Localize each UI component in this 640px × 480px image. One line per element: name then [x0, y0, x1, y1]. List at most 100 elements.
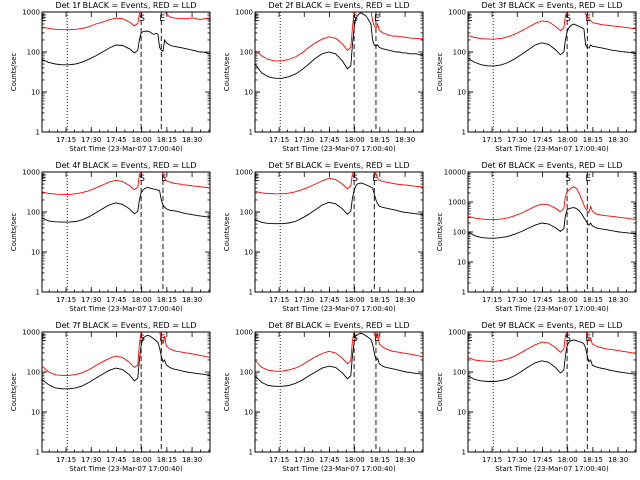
y-axis-label: Counts/sec	[10, 53, 18, 92]
y-tick-label: 10	[244, 89, 253, 97]
panel-det-6: Det 6f BLACK = Events, RED = LLD 1 10 100 10…	[436, 161, 637, 313]
x-tick-label: 18:15	[583, 136, 603, 144]
x-tick-label: 17:45	[319, 296, 339, 304]
y-tick-label: 1	[249, 449, 253, 457]
y-tick-label: 1000	[235, 329, 253, 337]
x-tick-label: 17:15	[269, 456, 289, 464]
x-tick-label: 18:15	[583, 456, 603, 464]
y-tick-label: 1000	[448, 329, 466, 337]
series-lld-red	[468, 12, 636, 40]
y-tick-label: 10	[244, 249, 253, 257]
y-tick-label: 10	[244, 409, 253, 417]
x-tick-label: 17:15	[482, 456, 502, 464]
y-axis-label: Counts/sec	[436, 53, 444, 92]
x-tick-label: 17:30	[81, 136, 101, 144]
panel-det-9: Det 9f BLACK = Events, RED = LLD 1 10 100 10…	[436, 321, 637, 473]
marker-label: E	[374, 334, 380, 344]
x-tick-label: 17:30	[294, 456, 314, 464]
panel-det-8: Det 8f BLACK = Events, RED = LLD 1 10 100 10…	[223, 321, 424, 473]
panel-title: Det 4f BLACK = Events, RED = LLD	[55, 161, 196, 170]
panel-title: Det 1f BLACK = Events, RED = LLD	[55, 1, 196, 10]
y-tick-label: 100	[240, 49, 253, 57]
x-tick-label: 18:00	[558, 456, 578, 464]
y-axis-label: Counts/sec	[436, 213, 444, 252]
series-events-black	[42, 334, 210, 390]
series-lld-red	[42, 332, 210, 376]
marker-label: E	[254, 174, 260, 184]
y-tick-label: 10	[31, 249, 40, 257]
marker-label: S	[565, 14, 571, 24]
x-tick-label: 17:45	[106, 296, 126, 304]
marker-label: S	[565, 334, 571, 344]
x-tick-label: 17:30	[81, 296, 101, 304]
panel-title: Det 7f BLACK = Events, RED = LLD	[55, 321, 196, 330]
x-tick-label: 18:30	[182, 136, 202, 144]
x-tick-label: 17:15	[269, 296, 289, 304]
marker-label: S	[139, 14, 145, 24]
panel-title: Det 6f BLACK = Events, RED = LLD	[481, 161, 622, 170]
x-tick-label: 17:45	[106, 136, 126, 144]
y-tick-label: 100	[240, 369, 253, 377]
marker-label: E	[467, 334, 473, 344]
y-axis-label: Counts/sec	[223, 213, 231, 252]
y-axis-label: Counts/sec	[10, 373, 18, 412]
x-tick-label: 18:30	[182, 456, 202, 464]
marker-label: E	[41, 174, 47, 184]
x-tick-label: 18:15	[370, 456, 390, 464]
series-events-black	[468, 23, 636, 67]
y-tick-label: 10	[457, 89, 466, 97]
y-tick-label: 1	[36, 289, 40, 297]
x-axis-label: Start Time (23-Mar-07 17:00:40)	[282, 465, 396, 473]
panel-title: Det 9f BLACK = Events, RED = LLD	[481, 321, 622, 330]
plot-frame	[467, 11, 637, 133]
x-tick-label: 17:30	[294, 296, 314, 304]
plot-frame	[41, 331, 211, 453]
y-tick-label: 1	[36, 449, 40, 457]
marker-label: S	[139, 174, 145, 184]
y-tick-label: 1	[462, 129, 466, 137]
panel-title: Det 5f BLACK = Events, RED = LLD	[268, 161, 409, 170]
panel-det-5: Det 5f BLACK = Events, RED = LLD 1 10 100 10…	[223, 161, 424, 313]
x-tick-label: 18:30	[608, 456, 628, 464]
series-events-black	[42, 30, 210, 66]
marker-label: S	[352, 174, 358, 184]
x-axis-label: Start Time (23-Mar-07 17:00:40)	[282, 305, 396, 313]
marker-label: E	[159, 14, 165, 24]
plot-frame	[254, 331, 424, 453]
marker-label: E	[41, 334, 47, 344]
marker-label: E	[41, 14, 47, 24]
series-lld-red	[42, 12, 210, 31]
marker-label: E	[161, 174, 167, 184]
y-tick-label: 1000	[235, 169, 253, 177]
series-lld-red	[255, 12, 423, 62]
series-events-black	[468, 207, 636, 239]
y-tick-label: 10000	[444, 169, 466, 177]
series-lld-red	[42, 172, 210, 195]
y-tick-label: 100	[453, 369, 466, 377]
panel-det-7: Det 7f BLACK = Events, RED = LLD 1 10 100 10…	[10, 321, 211, 473]
y-tick-label: 100	[27, 369, 40, 377]
x-tick-label: 18:15	[157, 296, 177, 304]
x-tick-label: 18:15	[370, 296, 390, 304]
x-tick-label: 18:00	[345, 136, 365, 144]
x-tick-label: 18:30	[395, 296, 415, 304]
y-axis-label: Counts/sec	[436, 373, 444, 412]
y-tick-label: 1	[249, 129, 253, 137]
marker-label: E	[585, 174, 591, 184]
x-tick-label: 18:15	[370, 136, 390, 144]
marker-label: E	[159, 334, 165, 344]
y-tick-label: 100	[453, 49, 466, 57]
x-tick-label: 18:00	[345, 296, 365, 304]
x-axis-label: Start Time (23-Mar-07 17:00:40)	[69, 145, 183, 153]
x-tick-label: 17:45	[319, 136, 339, 144]
x-tick-label: 18:30	[395, 136, 415, 144]
x-tick-label: 17:45	[319, 456, 339, 464]
x-tick-label: 17:30	[507, 136, 527, 144]
series-events-black	[42, 187, 210, 223]
panel-title: Det 8f BLACK = Events, RED = LLD	[268, 321, 409, 330]
x-tick-label: 17:30	[507, 296, 527, 304]
series-lld-red	[255, 332, 423, 372]
x-tick-label: 17:15	[56, 456, 76, 464]
panel-title: Det 3f BLACK = Events, RED = LLD	[481, 1, 622, 10]
x-tick-label: 18:30	[608, 136, 628, 144]
